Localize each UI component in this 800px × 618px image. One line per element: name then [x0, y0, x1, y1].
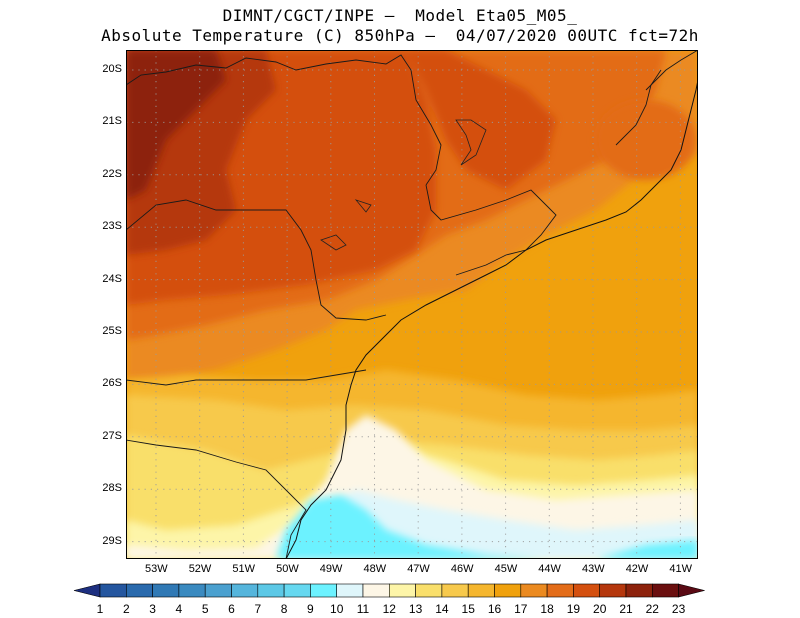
colorbar-box: [467, 583, 495, 598]
lon-label: 49W: [319, 563, 343, 575]
colorbar-label: 12: [383, 602, 397, 616]
colorbar-label: 1: [97, 602, 104, 616]
lon-label: 52W: [188, 563, 212, 575]
lon-label: 45W: [494, 563, 518, 575]
lat-label: 24S: [102, 272, 122, 285]
colorbar-box: [336, 583, 364, 598]
colorbar-label: 22: [646, 602, 660, 616]
map-gridlines: [126, 50, 698, 559]
colorbar-label: 19: [567, 602, 581, 616]
colorbar-label: 16: [488, 602, 502, 616]
lat-label: 21S: [102, 115, 122, 128]
colorbar-box: [494, 583, 522, 598]
temp-patch-19-east: [596, 100, 696, 180]
colorbar-label: 7: [254, 602, 261, 616]
colorbar-box: [362, 583, 390, 598]
colorbar-box: [204, 583, 232, 598]
lon-label: 41W: [669, 563, 693, 575]
lat-label: 23S: [102, 220, 122, 233]
colorbar-box: [126, 583, 153, 598]
colorbar-box: [520, 583, 548, 598]
colorbar-label: 6: [228, 602, 235, 616]
lon-label: 43W: [582, 563, 605, 575]
lat-label: 20S: [102, 63, 122, 75]
colorbar-label: 10: [330, 602, 344, 616]
lon-label: 42W: [625, 563, 649, 575]
colorbar-box: [152, 583, 180, 598]
map-frame: [126, 50, 698, 559]
lat-label: 28S: [102, 482, 122, 495]
colorbar-label: 5: [202, 602, 209, 616]
colorbar-label: 21: [619, 602, 633, 616]
map-title-line-1: DIMNT/CGCT/INPE – Model Eta05_M05_: [222, 6, 578, 25]
colorbar-box: [573, 583, 601, 598]
lon-label: 53W: [145, 563, 168, 575]
colorbar-label: 13: [409, 602, 423, 616]
colorbar-box: [599, 583, 627, 598]
state-boundaries: [126, 50, 698, 559]
temperature-map: [126, 50, 698, 559]
colorbar-box: [546, 583, 574, 598]
lat-label: 25S: [102, 325, 122, 337]
lon-label: 44W: [538, 563, 561, 575]
inland-lakes: [320, 119, 487, 251]
lat-label: 22S: [102, 167, 122, 180]
colorbar-label: 15: [462, 602, 476, 616]
colorbar-label: 4: [176, 602, 183, 616]
colorbar-extend-low: [73, 583, 101, 598]
lon-label: 51W: [232, 563, 256, 575]
lon-label: 50W: [276, 563, 299, 575]
lon-label: 47W: [407, 563, 430, 575]
colorbar-box: [415, 583, 443, 598]
colorbar-boxes: [73, 583, 705, 598]
lat-label: 27S: [102, 429, 122, 442]
colorbar-label: 11: [357, 602, 370, 616]
colorbar-extend-high: [678, 583, 705, 598]
colorbar-box: [257, 583, 285, 598]
temperature-colorbar: 1 2 3 4 5 6 7 8 9 10 11 12 13 14 15 16 17 18 19 20 21 22 23: [73, 583, 705, 616]
map-panel: [126, 50, 698, 559]
colorbar-label: 9: [307, 602, 314, 616]
temp-band-10: [276, 495, 546, 559]
colorbar-label: 8: [281, 602, 288, 616]
temp-band-22: [126, 50, 226, 200]
colorbar-label: 20: [593, 602, 607, 616]
colorbar-labels: 1 2 3 4 5 6 7 8 9 10 11 12 13 14 15 16 17 18 19 20 21 22 23: [97, 602, 686, 616]
colorbar-box: [441, 583, 469, 598]
colorbar-box: [231, 583, 259, 598]
colorbar-label: 2: [123, 602, 130, 616]
lat-label: 29S: [102, 534, 122, 547]
map-title-line-2: Absolute Temperature (C) 850hPa – 04/07/…: [101, 26, 699, 45]
colorbar-box: [388, 583, 416, 598]
lon-label: 48W: [363, 563, 387, 575]
colorbar-label: 17: [514, 602, 528, 616]
colorbar-box: [625, 583, 653, 598]
colorbar-label: 14: [435, 602, 449, 616]
colorbar-box: [178, 583, 206, 598]
colorbar-box: [310, 583, 337, 598]
coastline: [285, 79, 698, 559]
temp-band-12: [126, 415, 698, 559]
colorbar-label: 23: [672, 602, 686, 616]
colorbar-box: [99, 583, 127, 598]
colorbar-box: [651, 583, 679, 598]
lat-label: 26S: [102, 377, 122, 390]
colorbar-box: [283, 583, 311, 598]
lon-label: 46W: [450, 563, 474, 575]
temp-patch-10-east: [596, 540, 698, 559]
colorbar-label: 3: [149, 602, 156, 616]
colorbar-label: 18: [540, 602, 554, 616]
